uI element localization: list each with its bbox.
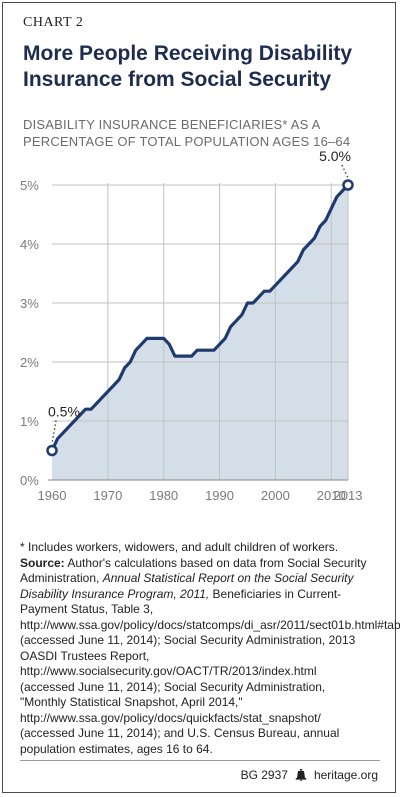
data-point-marker — [342, 179, 354, 191]
source-label: Source: — [20, 555, 65, 570]
chart-notes: * Includes workers, widowers, and adult … — [20, 540, 400, 758]
site-name: heritage.org — [313, 768, 378, 782]
report-code: BG 2937 — [240, 768, 288, 782]
data-label: 0.5% — [48, 404, 80, 420]
x-tick-label: 2010 — [317, 488, 346, 503]
footer: BG 2937 heritage.org — [0, 760, 400, 784]
source-italic: Annual Statistical Report on the Social … — [20, 571, 354, 601]
chart-subtitle: DISABILITY INSURANCE BENEFICIARIES* AS A… — [23, 117, 351, 149]
data-point-marker — [46, 444, 58, 457]
source-text-1: Author's calculations based on data from… — [20, 555, 367, 586]
x-tick-label: 1960 — [38, 488, 67, 503]
x-tick-label: 1980 — [149, 488, 178, 503]
y-tick-label: 1% — [20, 414, 39, 429]
source-text-2: Beneficiaries in Current-Payment Status,… — [20, 586, 400, 756]
footer-divider — [20, 760, 380, 761]
y-tick-label: 3% — [20, 296, 39, 311]
data-label: 5.0% — [319, 148, 351, 164]
x-tick-label: 1990 — [205, 488, 234, 503]
y-tick-label: 5% — [20, 178, 39, 193]
x-tick-label: 2000 — [261, 488, 290, 503]
footnote: * Includes workers, widowers, and adult … — [20, 540, 339, 554]
series-line — [50, 183, 350, 452]
area-fill — [52, 185, 348, 480]
annotation-leader — [341, 164, 349, 179]
liberty-bell-icon — [295, 769, 307, 781]
footer-credits: BG 2937 heritage.org — [241, 768, 378, 782]
x-tick-label: 2013 — [334, 488, 363, 503]
y-tick-label: 0% — [20, 473, 39, 488]
source-note: Source: Author's calculations based on d… — [20, 555, 400, 758]
y-tick-label: 4% — [20, 237, 39, 252]
chart-number-label: CHART 2 — [23, 15, 84, 30]
chart-title: More People Receiving Disability Insuran… — [23, 42, 353, 91]
x-tick-label: 1970 — [93, 488, 122, 503]
y-tick-label: 2% — [20, 355, 39, 370]
